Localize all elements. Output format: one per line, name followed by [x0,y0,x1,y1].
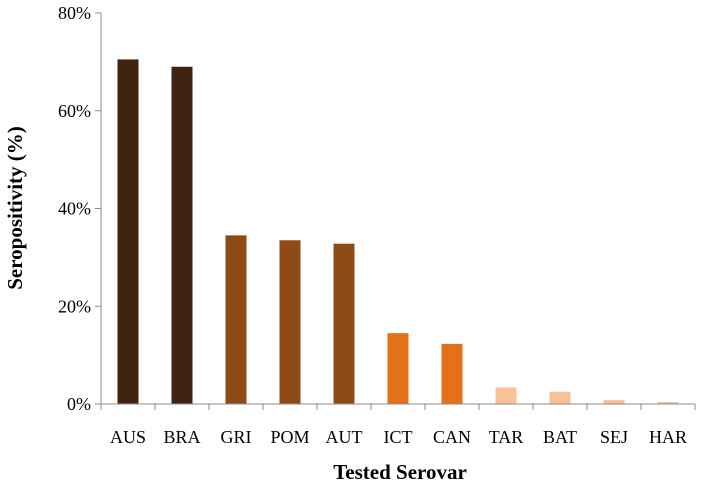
bar-tar [495,387,517,404]
bar-aut [333,243,355,404]
bar-bra [171,66,193,404]
y-tick-label: 0% [67,394,91,414]
x-tick-label: TAR [489,427,524,447]
y-tick-labels: 0% 20% 40% 60% 80% [58,3,91,414]
x-tick-labels: AUS BRA GRI POM AUT ICT CAN TAR BAT SEJ HAR [110,427,687,447]
x-tick-label: HAR [649,427,687,447]
bar-bat [549,391,571,404]
y-tick-label: 40% [58,199,91,219]
bar-sej [603,400,625,404]
x-tick-label: AUS [110,427,146,447]
bar-gri [225,235,247,404]
y-tick-label: 20% [58,296,91,316]
x-tick-label: SEJ [600,427,628,447]
y-tick-label: 80% [58,3,91,23]
y-tick-label: 60% [58,101,91,121]
bars [117,59,679,405]
x-tick-label: BAT [543,427,577,447]
x-tick-label: POM [270,427,309,447]
bar-aus [117,59,139,405]
bar-can [441,343,463,404]
x-axis [100,403,696,410]
x-tick-label: ICT [384,427,413,447]
bar-har [657,402,679,404]
x-tick-label: AUT [326,427,363,447]
x-tick-label: CAN [433,427,471,447]
bar-pom [279,240,301,404]
x-axis-title: Tested Serovar [333,460,467,484]
y-axis [95,12,102,405]
y-axis-title: Seropositivity (%) [3,126,27,290]
x-tick-label: GRI [221,427,252,447]
x-tick-label: BRA [163,427,200,447]
bar-ict [387,333,409,404]
